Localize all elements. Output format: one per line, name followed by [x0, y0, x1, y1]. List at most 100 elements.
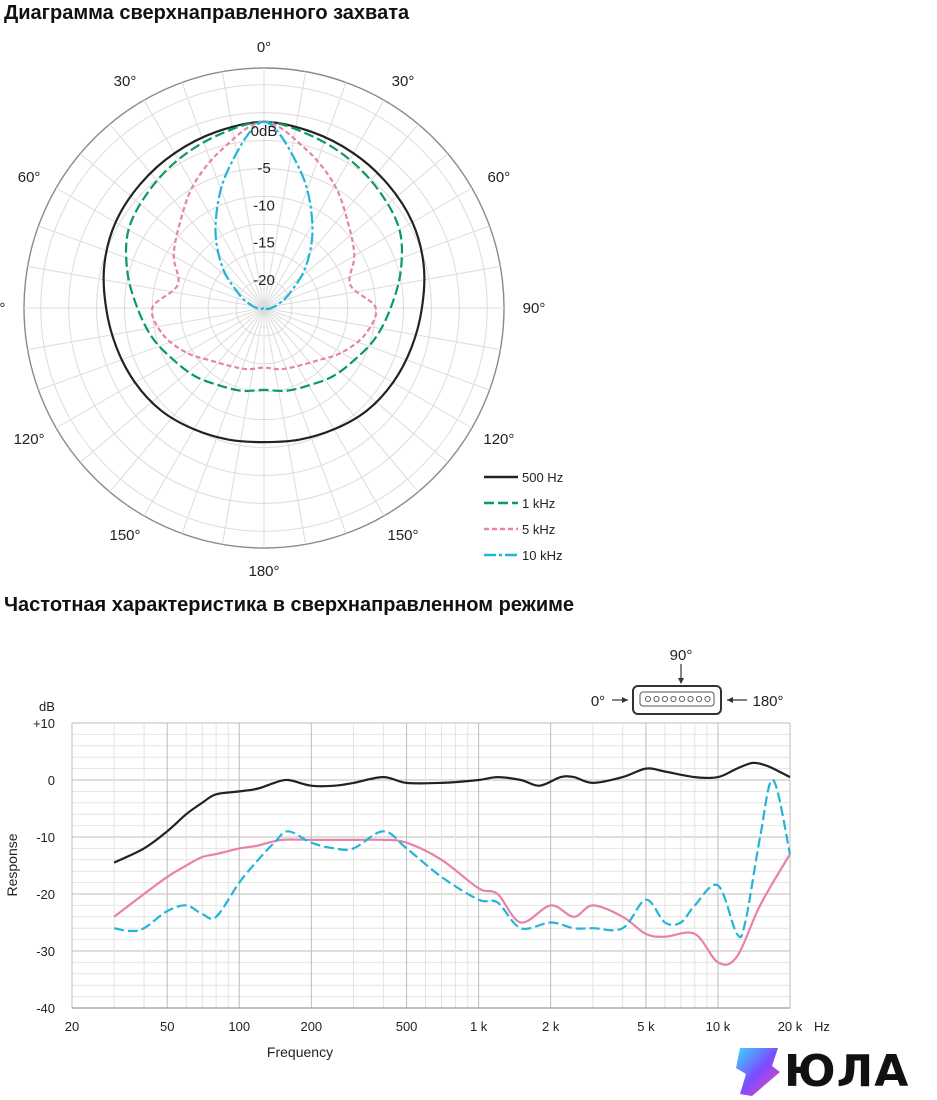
polar-radial-label: -5	[257, 160, 270, 177]
mic-body	[632, 685, 722, 715]
mic-capsule	[695, 695, 703, 703]
polar-spoke	[263, 225, 490, 309]
polar-spoke	[221, 307, 265, 545]
polar-spoke	[263, 99, 385, 309]
frequency-labels: +10 0 -10 -20 -30 -40 dB 20 50 100 200 500 1 k 2 k 5 k…	[4, 699, 830, 1060]
polar-angle-label-right: 150°	[387, 527, 418, 544]
x-axis-title: Frequency	[267, 1044, 333, 1060]
polar-spoke	[263, 265, 501, 309]
polar-angle-label-0: 0°	[257, 39, 271, 56]
x-tick-label: 100	[228, 1019, 250, 1034]
polar-spoke	[263, 307, 347, 534]
microphone-orientation-inset: 90° 0° 180°	[591, 647, 784, 715]
polar-angle-label-right: 120°	[483, 431, 514, 448]
polar-series-group	[102, 120, 426, 444]
yula-logo: ЮЛА	[732, 1044, 937, 1100]
mic-capsule	[644, 695, 652, 703]
mic-capsule	[687, 695, 694, 703]
polar-radial-label: -15	[253, 235, 275, 252]
polar-spoke	[263, 307, 473, 429]
polar-angle-label-right: 90°	[523, 300, 546, 317]
x-tick-label: 5 k	[637, 1019, 655, 1034]
mic-capsule	[661, 695, 669, 703]
arrow-180deg-head	[727, 697, 733, 703]
polar-spoke	[263, 307, 490, 391]
polar-angle-label-left: 150°	[109, 527, 140, 544]
yula-logo-text: ЮЛА	[784, 1046, 910, 1097]
mic-capsule	[653, 695, 660, 703]
polar-spoke	[263, 307, 419, 493]
x-tick-label: 2 k	[542, 1019, 560, 1034]
polar-spoke	[55, 307, 265, 429]
legend-label: 5 kHz	[522, 522, 555, 537]
polar-spoke	[79, 307, 265, 463]
polar-angle-label-left: 60°	[18, 169, 41, 186]
polar-chart-title: Диаграмма сверхнаправленного захвата	[4, 2, 410, 24]
mic-capsule	[704, 695, 711, 703]
frequency-chart-title: Частотная характеристика в сверхнаправле…	[4, 594, 575, 616]
arrow-0deg-head	[622, 697, 628, 703]
polar-spoke	[27, 265, 265, 309]
polar-radial-label: -10	[253, 197, 275, 214]
polar-spoke	[263, 187, 473, 309]
polar-angle-label-180: 180°	[248, 563, 279, 580]
legend-label: 10 kHz	[522, 548, 562, 563]
x-tick-label: 200	[300, 1019, 322, 1034]
polar-spoke	[143, 307, 265, 517]
legend-label: 500 Hz	[522, 470, 563, 485]
polar-series-5-khz	[150, 120, 378, 371]
x-tick-label: 1 k	[470, 1019, 488, 1034]
polar-spoke	[109, 307, 265, 493]
polar-radial-label: 0dB	[251, 123, 278, 140]
polar-spoke	[263, 153, 449, 309]
polar-spoke	[79, 153, 265, 309]
polar-spoke	[38, 225, 265, 309]
polar-spoke	[263, 123, 419, 309]
polar-labels: 0° 180° 30° 30° 60° 60° 90° 90° 120° 120° 150° 150°…	[0, 39, 545, 580]
inset-label-180: 180°	[752, 693, 783, 710]
mic-capsule	[670, 695, 677, 703]
frequency-series-group	[113, 761, 792, 966]
polar-angle-label-left: 30°	[114, 73, 137, 90]
x-unit-label: Hz	[814, 1019, 830, 1034]
polar-spoke	[263, 307, 385, 517]
polar-angle-label-right: 30°	[392, 73, 415, 90]
legend-label: 1 kHz	[522, 496, 555, 511]
polar-spoke	[263, 82, 347, 309]
y-axis-title: Response	[4, 833, 20, 896]
polar-spoke	[109, 123, 265, 309]
inset-label-0: 0°	[591, 693, 605, 710]
freq-series-90deg	[113, 838, 791, 966]
y-tick-label: +10	[33, 716, 55, 731]
polar-spoke	[38, 307, 265, 391]
polar-angle-label-left: 120°	[14, 431, 45, 448]
polar-spoke	[263, 71, 307, 309]
freq-series-0deg	[113, 761, 791, 864]
polar-angle-label-right: 60°	[488, 169, 511, 186]
y-tick-label: -30	[36, 944, 55, 959]
polar-series-1-khz	[124, 120, 404, 393]
polar-spoke	[263, 307, 449, 463]
yula-logo-icon	[736, 1048, 780, 1096]
polar-series-500-hz	[102, 120, 426, 444]
polar-spoke	[55, 187, 265, 309]
polar-spoke	[221, 71, 265, 309]
polar-pattern-chart: 0° 180° 30° 30° 60° 60° 90° 90° 120° 120° 150° 150°…	[0, 39, 563, 580]
y-tick-label: 0	[48, 773, 55, 788]
mic-capsule-strip	[639, 691, 715, 707]
y-tick-label: -20	[36, 887, 55, 902]
x-tick-label: 20 k	[778, 1019, 803, 1034]
polar-angle-label-left: 90°	[0, 300, 5, 317]
y-tick-label: -40	[36, 1001, 55, 1016]
x-tick-label: 20	[65, 1019, 79, 1034]
freq-series-180deg	[113, 778, 792, 939]
polar-grid	[23, 67, 505, 549]
frequency-grid	[71, 722, 791, 1009]
polar-radial-label: -20	[253, 272, 275, 289]
polar-spoke	[143, 99, 265, 309]
x-tick-label: 10 k	[706, 1019, 731, 1034]
polar-spoke	[181, 307, 265, 534]
polar-spoke	[263, 307, 307, 545]
x-tick-label: 50	[160, 1019, 174, 1034]
x-tick-label: 500	[396, 1019, 418, 1034]
